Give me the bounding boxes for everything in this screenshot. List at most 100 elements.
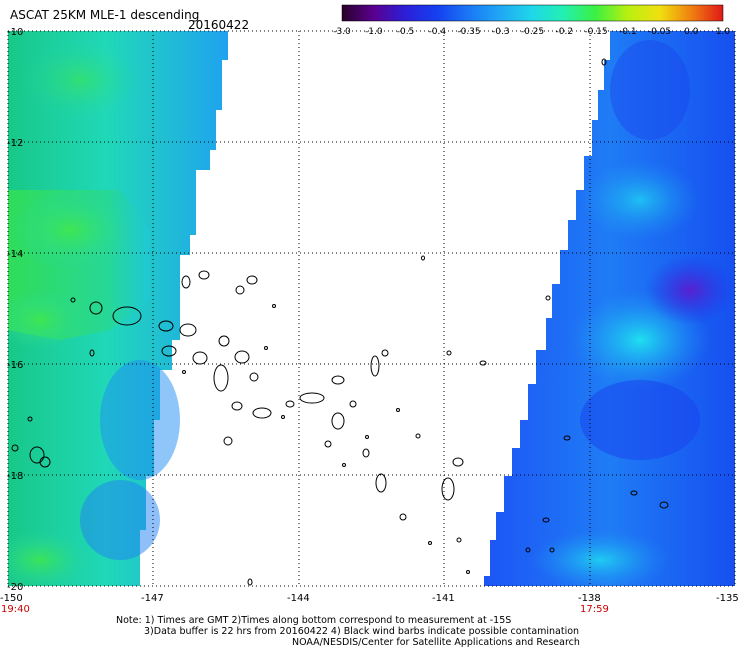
island [112, 306, 142, 326]
footnote-line: Note: 1) Times are GMT 2)Times along bot… [116, 615, 512, 626]
island [331, 412, 345, 430]
island [192, 351, 208, 365]
right-purple-patch [645, 255, 735, 325]
island [525, 547, 531, 553]
right-cyan-patch-2 [580, 160, 700, 240]
island [39, 456, 51, 468]
lat-label: -12 [7, 138, 23, 149]
island [223, 436, 233, 446]
lat-label: -16 [7, 360, 23, 371]
island [549, 547, 555, 553]
island [272, 304, 276, 308]
island [89, 349, 95, 357]
island [399, 513, 407, 521]
island [659, 501, 669, 509]
island [252, 407, 272, 419]
island [479, 360, 487, 366]
product-title: ASCAT 25KM MLE-1 descending [10, 8, 200, 22]
colorbar-label: -0.35 [457, 27, 480, 37]
lat-labels: -10 -12 -14 -16 -18 -20 [7, 27, 23, 593]
island [370, 355, 380, 377]
island [545, 295, 551, 301]
colorbar-label: -0.4 [429, 27, 447, 37]
island [70, 297, 76, 303]
island [446, 350, 452, 356]
island [415, 433, 421, 439]
island [27, 416, 33, 422]
colorbar-label: -0.2 [556, 27, 574, 37]
island [542, 517, 550, 523]
right-dark-patch-2 [610, 40, 690, 140]
island [231, 401, 243, 411]
island [249, 372, 259, 382]
time-label-left: 19:40 [1, 604, 30, 615]
lat-label: -10 [7, 27, 23, 38]
island [235, 285, 245, 295]
island [285, 400, 295, 408]
left-green-patch-2 [8, 290, 85, 350]
right-cyan-patch-3 [530, 530, 670, 586]
colorbar-label: 1.0 [716, 27, 731, 37]
lon-label: -150 [0, 593, 23, 604]
lat-label: -20 [7, 582, 23, 593]
island [213, 364, 229, 392]
footnote-line: 3)Data buffer is 22 hrs from 20160422 4)… [144, 626, 580, 637]
colorbar-label: -0.3 [492, 27, 510, 37]
lat-label: -14 [7, 249, 23, 260]
colorbar-label: 0.0 [684, 27, 699, 37]
island [299, 392, 325, 404]
lon-label: -144 [287, 593, 310, 604]
island [456, 537, 462, 543]
colorbar-strip [341, 4, 724, 22]
island [234, 350, 250, 364]
island [396, 408, 400, 412]
island [89, 301, 103, 315]
left-blue-edge-2 [80, 480, 160, 560]
island [563, 435, 571, 441]
colorbar-label: -0.05 [648, 27, 671, 37]
island [601, 58, 607, 66]
time-label-right: 17:59 [580, 604, 609, 615]
left-green-patch-3 [20, 40, 140, 120]
island [182, 370, 186, 374]
island [264, 346, 268, 350]
island [198, 270, 210, 280]
colorbar-label: -1.0 [365, 27, 383, 37]
island [247, 578, 253, 586]
island [428, 541, 432, 545]
gridlines [7, 30, 736, 587]
lon-labels: -150 -147 -144 -141 -138 -135 [0, 593, 739, 604]
island [342, 463, 346, 467]
left-green-patch-4 [8, 530, 90, 586]
island [324, 440, 332, 448]
lon-label: -135 [716, 593, 739, 604]
island [29, 446, 45, 464]
island [349, 400, 357, 408]
island [161, 345, 177, 357]
island [421, 255, 425, 261]
island [441, 477, 455, 501]
island [246, 275, 258, 285]
island [158, 320, 174, 332]
colorbar-label: -3.0 [333, 27, 351, 37]
product-date: 20160422 [188, 18, 250, 32]
island [181, 275, 191, 289]
island [218, 335, 230, 347]
island-outlines [11, 58, 669, 586]
island [331, 375, 345, 385]
island [365, 435, 369, 439]
left-green-patch [10, 190, 130, 270]
footnote-line: NOAA/NESDIS/Center for Satellite Applica… [292, 637, 580, 648]
island [281, 415, 285, 419]
colorbar: -3.0 -1.0 -0.5 -0.4 -0.35 -0.3 -0.25 -0.2 -0.15 -… [333, 4, 731, 37]
lon-label: -141 [432, 593, 455, 604]
lon-label: -138 [578, 593, 601, 604]
colorbar-label: -0.15 [584, 27, 607, 37]
island [362, 448, 370, 458]
island [452, 457, 464, 467]
lon-label: -147 [141, 593, 164, 604]
lat-label: -18 [7, 471, 23, 482]
island [11, 444, 19, 452]
